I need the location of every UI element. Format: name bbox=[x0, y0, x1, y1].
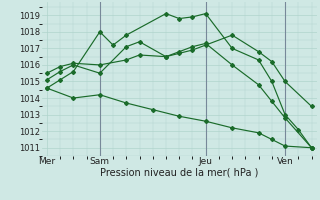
X-axis label: Pression niveau de la mer( hPa ): Pression niveau de la mer( hPa ) bbox=[100, 168, 258, 178]
